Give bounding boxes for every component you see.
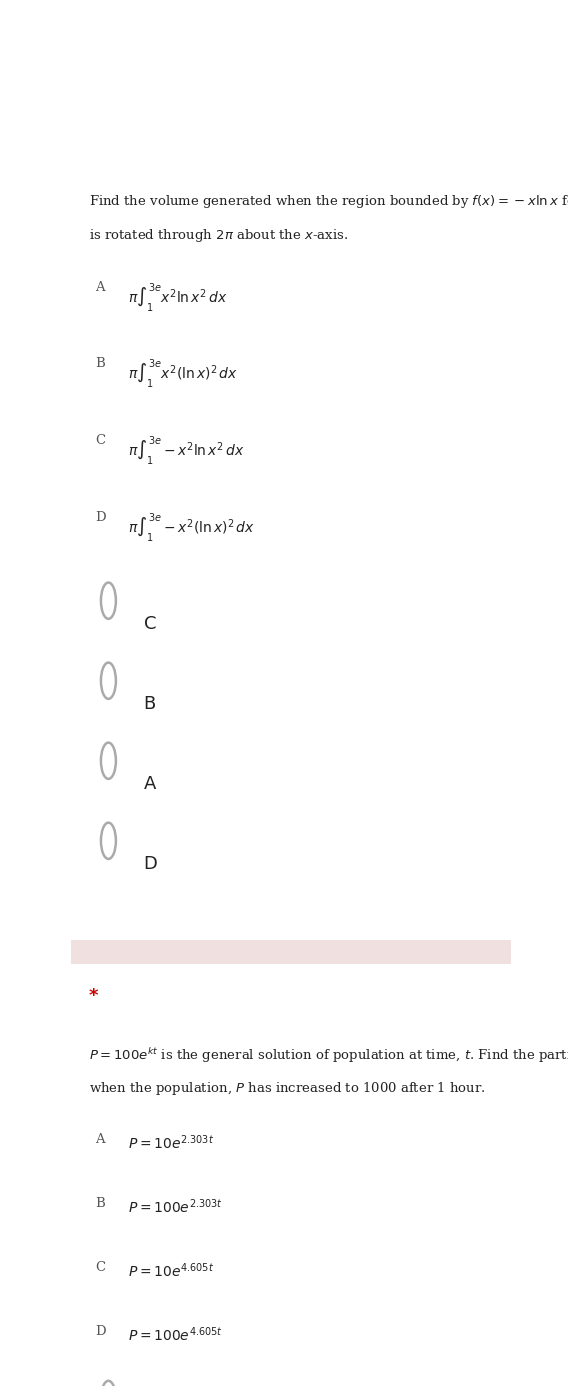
Text: Find the volume generated when the region bounded by $f(x)=-x\ln x$ for $1\leq x: Find the volume generated when the regio…	[89, 193, 568, 211]
Text: C: C	[95, 434, 105, 448]
Text: $P=10e^{4.605t}$: $P=10e^{4.605t}$	[128, 1261, 214, 1279]
Text: B: B	[144, 694, 156, 712]
Text: C: C	[144, 614, 156, 632]
Text: $P=100e^{kt}$ is the general solution of population at time, $t$. Find the parti: $P=100e^{kt}$ is the general solution of…	[89, 1045, 568, 1064]
Text: $\pi\int_{1}^{3e} -x^2\ln x^2\, dx$: $\pi\int_{1}^{3e} -x^2\ln x^2\, dx$	[128, 434, 245, 467]
Text: $\pi\int_{1}^{3e} x^2(\ln x)^2\, dx$: $\pi\int_{1}^{3e} x^2(\ln x)^2\, dx$	[128, 358, 239, 391]
Text: $P=10e^{2.303t}$: $P=10e^{2.303t}$	[128, 1134, 214, 1152]
Bar	[71, 940, 511, 963]
Text: $P=100e^{2.303t}$: $P=100e^{2.303t}$	[128, 1198, 223, 1216]
Text: *: *	[89, 987, 98, 1005]
Text: A: A	[95, 1134, 105, 1146]
Text: D: D	[95, 511, 106, 524]
Text: C: C	[95, 1261, 105, 1274]
Text: A: A	[144, 775, 156, 793]
Text: $\pi\int_{1}^{3e} -x^2(\ln x)^2\, dx$: $\pi\int_{1}^{3e} -x^2(\ln x)^2\, dx$	[128, 511, 255, 545]
Text: $\pi\int_{1}^{3e} x^2\ln x^2\, dx$: $\pi\int_{1}^{3e} x^2\ln x^2\, dx$	[128, 280, 228, 313]
Text: B: B	[95, 358, 105, 370]
Text: B: B	[95, 1198, 105, 1210]
Text: when the population, $P$ has increased to 1000 after 1 hour.: when the population, $P$ has increased t…	[89, 1080, 485, 1096]
Text: $P=100e^{4.605t}$: $P=100e^{4.605t}$	[128, 1325, 223, 1344]
Text: D: D	[144, 855, 157, 873]
Text: is rotated through $2\pi$ about the $x$-axis.: is rotated through $2\pi$ about the $x$-…	[89, 227, 348, 244]
Text: D: D	[95, 1325, 106, 1339]
Text: A: A	[95, 280, 105, 294]
